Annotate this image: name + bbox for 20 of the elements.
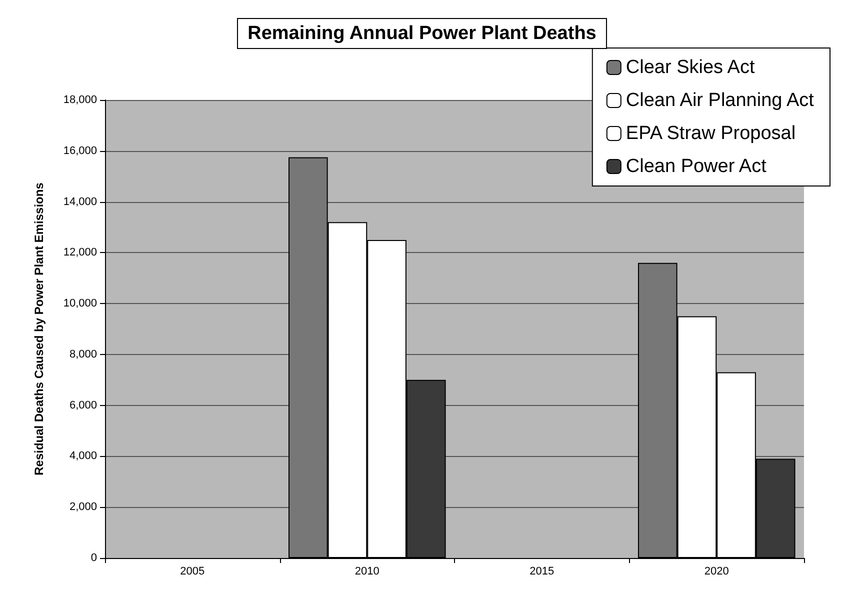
x-tick-label: 2005 <box>180 566 205 578</box>
y-tick-label: 6,000 <box>69 399 97 412</box>
y-tick-label: 10,000 <box>63 298 97 310</box>
y-tick-label: 2,000 <box>69 501 97 514</box>
x-tick-label: 2010 <box>354 566 380 578</box>
y-tick-label: 8,000 <box>69 348 97 360</box>
legend-label: Clean Power Act <box>626 156 768 177</box>
chart-title: Remaining Annual Power Plant Deaths <box>248 23 596 44</box>
legend-label: Clear Skies Act <box>626 57 756 78</box>
legend-label: Clean Air Planning Act <box>626 90 815 111</box>
y-tick-label: 0 <box>90 552 97 564</box>
y-tick-label: 16,000 <box>63 144 97 157</box>
y-tick-label: 14,000 <box>63 196 97 208</box>
x-tick-label: 2020 <box>704 566 729 578</box>
x-tick-label: 2015 <box>530 566 554 578</box>
y-axis-title: Residual Deaths Caused by Power Plant Emissions <box>32 182 46 476</box>
y-tick-label: 4,000 <box>69 450 97 462</box>
legend-label: EPA Straw Proposal <box>626 123 796 144</box>
y-tick-label: 12,000 <box>63 246 97 259</box>
y-tick-label: 18,000 <box>63 94 97 106</box>
